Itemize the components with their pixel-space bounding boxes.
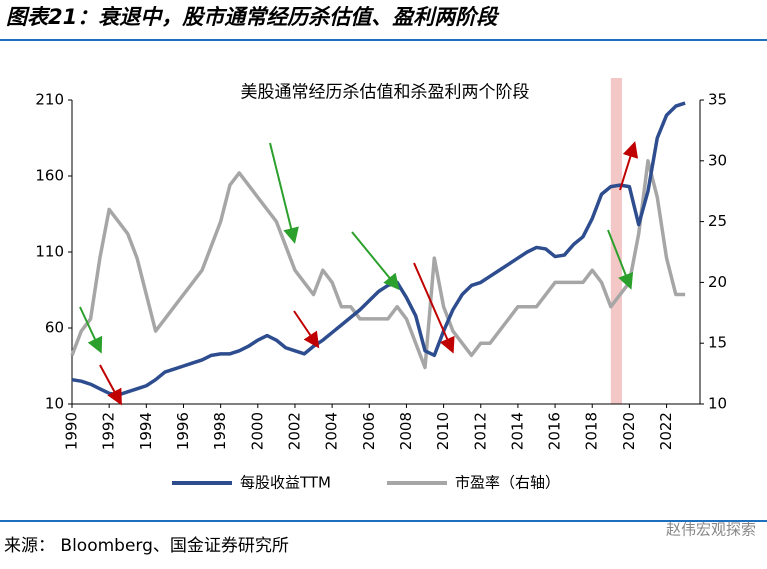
x-tick-label: 1994 — [137, 412, 155, 450]
y-tick-label: 160 — [35, 167, 64, 185]
arrow — [99, 364, 122, 406]
x-tick-label: 2008 — [397, 412, 415, 450]
x-tick-label: 1996 — [174, 412, 192, 450]
x-tick-label: 1992 — [100, 412, 118, 450]
x-tick-label: 2000 — [248, 412, 266, 450]
y2-tick-label: 25 — [708, 212, 727, 230]
legend-label: 市盈率（右轴） — [455, 474, 560, 492]
y2-tick-label: 15 — [708, 334, 727, 352]
y2-tick-label: 30 — [708, 151, 727, 169]
arrow — [293, 310, 320, 349]
x-tick-label: 1998 — [211, 412, 229, 450]
x-tick-label: 1990 — [63, 412, 81, 450]
arrow — [607, 229, 634, 290]
plot-area: 10 60 110 160 210 10 15 20 25 30 35 1990 1992 1994 199… — [35, 78, 727, 450]
arrow — [351, 231, 400, 291]
y2-tick-label: 10 — [708, 395, 727, 413]
annotations — [79, 141, 639, 406]
x-tick-label: 2004 — [323, 412, 341, 450]
x-tick-label: 2002 — [285, 412, 303, 450]
x-tick-label: 2018 — [583, 412, 601, 450]
chart-title: 美股通常经历杀估值和杀盈利两个阶段 — [241, 83, 530, 103]
x-tick-label: 2022 — [657, 412, 675, 450]
x-tick-label: 2020 — [620, 412, 638, 450]
x-tick-label: 2014 — [508, 412, 526, 450]
y-tick-label: 210 — [35, 91, 64, 109]
legend-label: 每股收益TTM — [240, 474, 331, 492]
source: 来源： Bloomberg、国金证券研究所 — [4, 536, 289, 556]
shaded-period — [610, 78, 622, 404]
x-tick-label: 2012 — [471, 412, 489, 450]
arrow — [413, 262, 455, 354]
y-tick-label: 10 — [45, 395, 64, 413]
y-tick-label: 60 — [45, 319, 64, 337]
x-tick-label: 2010 — [434, 412, 452, 450]
x-tick-label: 2016 — [546, 412, 564, 450]
watermark: 赵伟宏观探索 — [666, 521, 756, 539]
arrow — [79, 306, 103, 354]
y2-tick-label: 20 — [708, 273, 727, 291]
arrow — [269, 142, 299, 244]
y-tick-label: 110 — [35, 243, 64, 261]
x-tick-label: 2006 — [360, 412, 378, 450]
arrow — [619, 141, 639, 191]
y2-tick-label: 35 — [708, 91, 727, 109]
series-line — [70, 159, 686, 370]
figure-title: 图表21：衰退中，股市通常经历杀估值、盈利两阶段 — [6, 5, 500, 29]
series-line — [71, 101, 686, 397]
